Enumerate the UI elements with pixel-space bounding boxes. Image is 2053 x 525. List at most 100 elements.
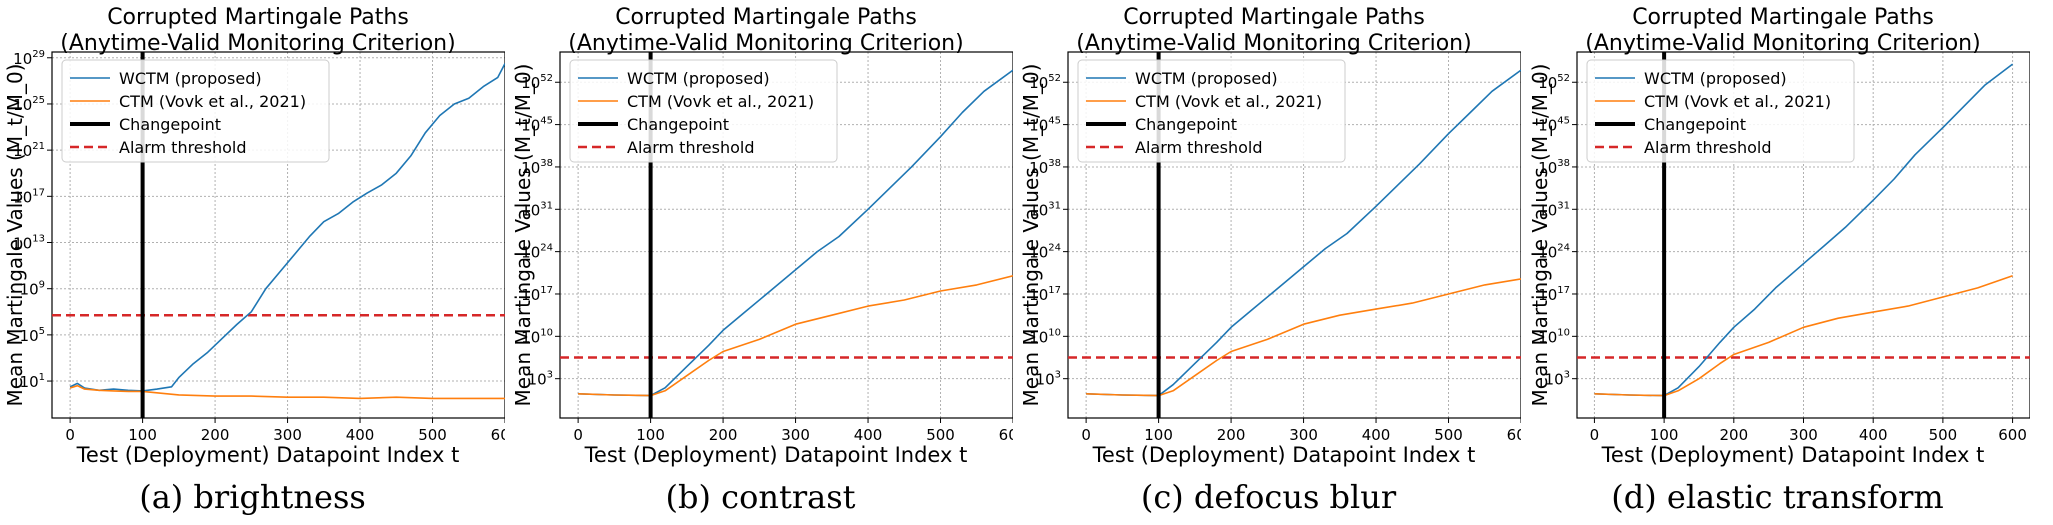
x-tick-label: 600	[999, 426, 1013, 444]
y-tick-label: 1017	[1538, 285, 1570, 304]
y-tick-label: 109	[20, 280, 45, 299]
y-tick-exp: 3	[1055, 370, 1061, 381]
wctm-series-line	[69, 63, 505, 392]
x-tick-label: 200	[201, 426, 230, 444]
y-tick-exp: 10	[1048, 327, 1061, 338]
x-tick-label: 300	[273, 426, 302, 444]
legend-label: WCTM (proposed)	[119, 69, 262, 88]
x-tick-label: 100	[128, 426, 157, 444]
y-tick-exp: 52	[540, 73, 553, 84]
y-tick-label: 1010	[521, 327, 553, 346]
legend-box	[1077, 59, 1346, 163]
chart-panel-2: Corrupted Martingale Paths (Anytime-Valid…	[508, 0, 1013, 525]
y-tick-label: 1038	[1029, 158, 1061, 177]
y-tick-label: 103	[1545, 370, 1570, 389]
x-tick-label: 300	[1789, 426, 1818, 444]
x-tick-label: 400	[1859, 426, 1888, 444]
ctm-series-line	[1086, 278, 1521, 397]
y-tick-label: 1038	[1538, 158, 1570, 177]
legend-box	[61, 59, 330, 163]
x-tick-label: 300	[1289, 426, 1318, 444]
y-tick-exp: 52	[1557, 73, 1570, 84]
y-tick-label: 1010	[1029, 327, 1061, 346]
x-tick-label: 500	[1929, 426, 1958, 444]
figure-caption: (b) contrast	[665, 478, 856, 516]
y-tick-base: 10	[1036, 371, 1055, 389]
y-tick-label: 1045	[521, 116, 553, 135]
legend: WCTM (proposed) CTM (Vovk et al., 2021) Ch…	[1077, 59, 1346, 163]
legend-label: CTM (Vovk et al., 2021)	[627, 92, 814, 111]
legend-label: Changepoint	[119, 115, 221, 134]
chart-title-line: Corrupted Martingale Paths	[615, 5, 917, 30]
legend-label: CTM (Vovk et al., 2021)	[119, 92, 306, 111]
y-tick-exp: 24	[1048, 243, 1061, 254]
y-tick-base: 10	[13, 188, 32, 206]
plot-frame	[51, 51, 505, 419]
figure-caption: (d) elastic transform	[1611, 478, 1944, 516]
y-tick-exp: 31	[1557, 200, 1570, 211]
y-tick-exp: 5	[39, 326, 45, 337]
x-tick-label: 500	[1434, 426, 1463, 444]
y-tick-exp: 3	[1564, 370, 1570, 381]
y-tick-label: 1052	[1029, 73, 1061, 92]
y-tick-base: 10	[528, 371, 547, 389]
y-tick-label: 103	[1036, 370, 1061, 389]
chart-title-line: Corrupted Martingale Paths	[107, 5, 409, 30]
y-tick-exp: 38	[1048, 158, 1061, 169]
y-tick-exp: 17	[1048, 285, 1061, 296]
figure-caption: (c) defocus blur	[1140, 478, 1397, 516]
x-tick-label: 0	[1081, 426, 1091, 444]
y-tick-base: 10	[1545, 371, 1564, 389]
x-tick-label: 400	[854, 426, 883, 444]
y-tick-exp: 9	[39, 280, 45, 291]
y-tick-label: 1052	[521, 73, 553, 92]
y-tick-base: 10	[1029, 328, 1048, 346]
y-tick-exp: 31	[540, 200, 553, 211]
y-tick-exp: 17	[1557, 285, 1570, 296]
y-tick-label: 1031	[521, 200, 553, 219]
y-tick-label: 1025	[13, 95, 45, 114]
y-tick-base: 10	[521, 117, 540, 135]
legend-label: Alarm threshold	[119, 138, 247, 157]
y-tick-base: 10	[521, 244, 540, 262]
y-tick-label: 105	[20, 326, 45, 345]
y-tick-exp: 45	[540, 116, 553, 127]
x-tick-label: 600	[1998, 426, 2027, 444]
y-tick-label: 1024	[521, 243, 553, 262]
x-tick-label: 500	[926, 426, 955, 444]
figure-caption: (a) brightness	[139, 478, 366, 516]
y-tick-base: 10	[13, 235, 32, 253]
y-tick-label: 101	[20, 372, 45, 391]
y-tick-exp: 29	[32, 49, 45, 60]
y-tick-exp: 24	[540, 243, 553, 254]
legend-label: Changepoint	[1644, 115, 1746, 134]
y-tick-label: 103	[528, 370, 553, 389]
y-tick-label: 1017	[1029, 285, 1061, 304]
y-tick-base: 10	[20, 281, 39, 299]
y-tick-exp: 10	[540, 327, 553, 338]
y-tick-exp: 38	[1557, 158, 1570, 169]
y-tick-base: 10	[13, 96, 32, 114]
x-tick-label: 0	[573, 426, 583, 444]
y-tick-label: 1010	[1538, 327, 1570, 346]
x-tick-label: 400	[346, 426, 375, 444]
legend-box	[569, 59, 838, 163]
chart-panel-4: Corrupted Martingale Paths (Anytime-Valid…	[1525, 0, 2030, 525]
y-tick-base: 10	[1029, 244, 1048, 262]
y-tick-label: 1052	[1538, 73, 1570, 92]
y-tick-exp: 13	[32, 234, 45, 245]
y-tick-base: 10	[1029, 159, 1048, 177]
x-axis-label: Test (Deployment) Datapoint Index t	[76, 443, 460, 467]
x-axis-label: Test (Deployment) Datapoint Index t	[1092, 443, 1476, 467]
plot-frame	[559, 51, 1013, 419]
y-tick-base: 10	[1538, 74, 1557, 92]
y-tick-base: 10	[521, 159, 540, 177]
y-tick-base: 10	[1538, 201, 1557, 219]
y-tick-exp: 1	[39, 372, 45, 383]
x-tick-label: 600	[1507, 426, 1521, 444]
x-tick-label: 100	[636, 426, 665, 444]
y-tick-label: 1017	[521, 285, 553, 304]
legend: WCTM (proposed) CTM (Vovk et al., 2021) Ch…	[569, 59, 838, 163]
y-tick-label: 1021	[13, 141, 45, 160]
legend-label: WCTM (proposed)	[1135, 69, 1278, 88]
